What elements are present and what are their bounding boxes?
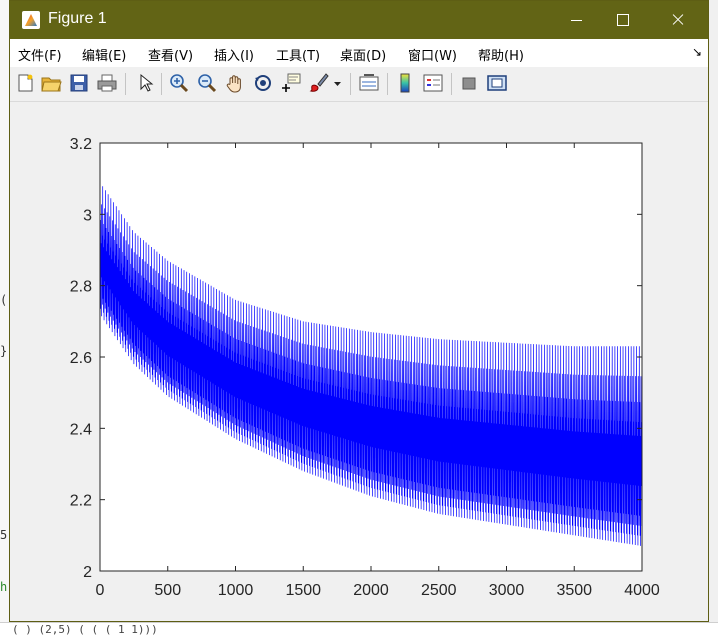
legend-icon[interactable] (422, 72, 444, 94)
data-cursor-icon[interactable] (280, 72, 302, 94)
y-tick-label: 2.2 (70, 493, 92, 510)
zoom-in-icon[interactable] (168, 72, 190, 94)
print-icon[interactable] (96, 72, 118, 94)
chart[interactable]: 0 500 1000 1500 2000 2500 3000 3500 4000 2 2.2 2.4 2… (10, 102, 708, 621)
data-series-line (100, 182, 642, 546)
menu-insert[interactable]: 插入(I) (214, 49, 254, 64)
x-tick-label: 1000 (218, 582, 254, 599)
link-plot-icon[interactable] (358, 72, 380, 94)
background-editor-right (708, 0, 718, 636)
pan-hand-icon[interactable] (224, 72, 246, 94)
y-tick-label: 3.2 (70, 136, 92, 153)
toolbar-separator (161, 73, 162, 95)
menu-overflow-icon[interactable]: ↘ (691, 45, 702, 59)
toolbar-separator (387, 73, 388, 95)
menu-tools[interactable]: 工具(T) (276, 49, 321, 64)
x-tick-label: 1500 (285, 582, 321, 599)
maximize-button[interactable] (600, 1, 646, 39)
background-code-char: } (0, 344, 8, 358)
x-tick-label: 3500 (556, 582, 592, 599)
rotate-3d-icon[interactable] (252, 72, 274, 94)
zoom-out-icon[interactable] (196, 72, 218, 94)
window-title: Figure 1 (48, 10, 107, 27)
menu-help[interactable]: 帮助(H) (478, 49, 524, 64)
title-bar[interactable]: Figure 1 (10, 1, 708, 39)
hide-plot-tools-icon[interactable] (458, 72, 480, 94)
y-tick-label: 2 (83, 564, 92, 581)
colorbar-icon[interactable] (394, 72, 416, 94)
x-tick-label: 3000 (489, 582, 525, 599)
toolbar-separator (125, 73, 126, 95)
open-file-icon[interactable] (40, 72, 62, 94)
x-tick-label: 0 (96, 582, 105, 599)
y-tick-label: 2.6 (70, 350, 92, 367)
show-plot-tools-icon[interactable] (486, 72, 508, 94)
background-code-char: 5 (0, 528, 8, 542)
background-code-char: h (0, 580, 8, 594)
new-figure-icon[interactable] (14, 72, 36, 94)
pointer-icon[interactable] (134, 72, 156, 94)
x-tick-label: 2000 (353, 582, 389, 599)
menu-view[interactable]: 查看(V) (148, 49, 194, 64)
x-tick-label: 2500 (421, 582, 457, 599)
toolbar-separator (350, 73, 351, 95)
brush-icon[interactable] (308, 72, 330, 94)
matlab-logo-icon (22, 11, 40, 29)
figure-toolbar (10, 67, 708, 102)
menu-window[interactable]: 窗口(W) (408, 49, 457, 64)
menu-file[interactable]: 文件(F) (18, 49, 62, 64)
minimize-button[interactable] (554, 1, 600, 39)
y-tick-label: 3 (83, 207, 92, 224)
figure-window: Figure 1 文件(F) 编辑(E) 查看(V) 插入(I) 工具(T) 桌… (9, 0, 709, 622)
save-icon[interactable] (68, 72, 90, 94)
menu-bar: 文件(F) 编辑(E) 查看(V) 插入(I) 工具(T) 桌面(D) 窗口(W… (10, 39, 708, 67)
figure-canvas: 0 500 1000 1500 2000 2500 3000 3500 4000 2 2.2 2.4 2… (10, 102, 708, 621)
menu-desktop[interactable]: 桌面(D) (340, 49, 387, 64)
x-tick-label: 500 (154, 582, 181, 599)
background-code-text: ( ) (2,5) ( ( ( 1 1))) (12, 623, 158, 636)
background-code-char: ( (0, 293, 8, 307)
background-editor-left: ( } 5 h (0, 0, 10, 636)
close-button[interactable] (654, 1, 700, 39)
x-tick-label: 4000 (624, 582, 660, 599)
background-command-line: ( ) (2,5) ( ( ( 1 1))) (0, 622, 718, 637)
y-tick-label: 2.8 (70, 279, 92, 296)
brush-dropdown-icon[interactable] (332, 72, 344, 94)
menu-edit[interactable]: 编辑(E) (82, 49, 127, 64)
toolbar-separator (451, 73, 452, 95)
y-tick-label: 2.4 (70, 421, 92, 438)
